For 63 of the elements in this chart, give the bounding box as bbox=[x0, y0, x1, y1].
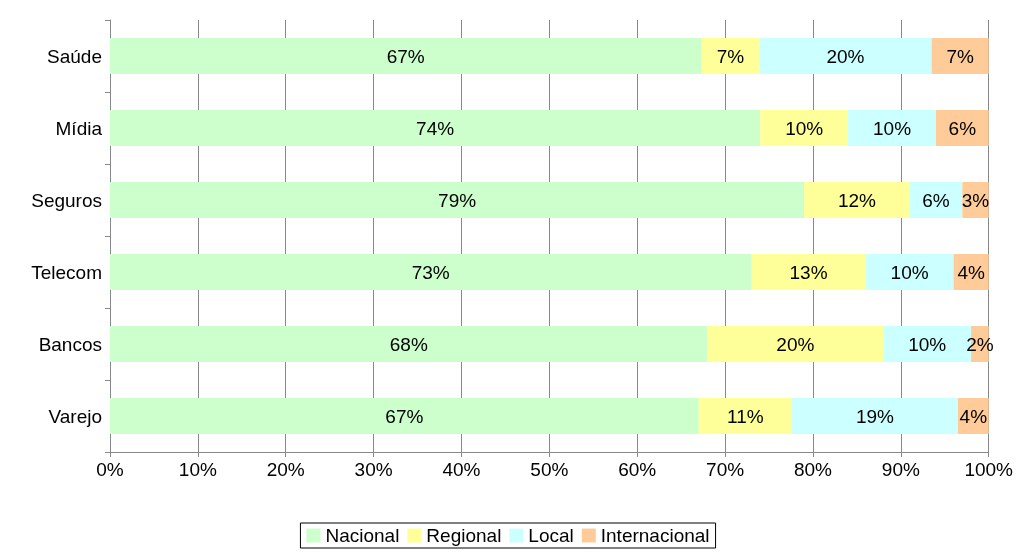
data-label: 20% bbox=[826, 45, 865, 67]
bar bbox=[110, 398, 699, 434]
bar bbox=[707, 326, 884, 362]
bar bbox=[698, 398, 792, 434]
x-tick-label: 0% bbox=[96, 459, 124, 480]
data-label: 10% bbox=[873, 117, 912, 139]
bar bbox=[110, 38, 702, 74]
data-label: 67% bbox=[385, 405, 424, 427]
bar bbox=[110, 182, 805, 218]
data-label: 20% bbox=[776, 333, 815, 355]
data-label: 10% bbox=[785, 117, 824, 139]
legend-label: Local bbox=[528, 525, 574, 546]
data-label: 11% bbox=[726, 405, 764, 427]
data-label: 19% bbox=[855, 405, 895, 427]
y-tick-label: Mídia bbox=[55, 117, 103, 139]
data-label: 4% bbox=[957, 261, 985, 283]
bar bbox=[804, 182, 910, 218]
bar bbox=[935, 110, 989, 146]
bar bbox=[760, 110, 849, 146]
x-tick-label: 100% bbox=[964, 459, 1014, 480]
bar bbox=[848, 110, 936, 146]
data-label: 6% bbox=[948, 117, 977, 139]
y-tick-label: Saúde bbox=[47, 45, 102, 67]
y-tick-label: Telecom bbox=[31, 261, 102, 283]
data-label: 13% bbox=[789, 261, 828, 283]
data-label: 74% bbox=[416, 117, 455, 139]
data-label: 10% bbox=[908, 333, 947, 355]
x-tick-label: 10% bbox=[178, 459, 217, 480]
legend-label: Regional bbox=[426, 525, 502, 546]
data-label: 7% bbox=[716, 45, 745, 67]
data-label: 67% bbox=[386, 45, 425, 67]
y-tick-label: Varejo bbox=[48, 405, 102, 427]
y-tick-label: Seguros bbox=[31, 189, 102, 211]
x-tick-label: 60% bbox=[618, 459, 657, 480]
data-label: 6% bbox=[922, 189, 950, 211]
data-label: 3% bbox=[961, 189, 990, 211]
bar bbox=[110, 110, 761, 146]
legend-label: Internacional bbox=[600, 525, 710, 546]
bar bbox=[931, 38, 989, 74]
data-label: 12% bbox=[837, 189, 877, 211]
bar bbox=[759, 38, 932, 74]
y-tick-label: Bancos bbox=[38, 333, 102, 355]
bar bbox=[110, 326, 708, 362]
data-label: 4% bbox=[959, 405, 988, 427]
bar bbox=[701, 38, 760, 74]
data-label: 73% bbox=[411, 261, 450, 283]
data-label: 2% bbox=[966, 333, 994, 355]
x-tick-label: 30% bbox=[354, 459, 393, 480]
data-label: 10% bbox=[890, 261, 929, 283]
x-tick-label: 20% bbox=[266, 459, 305, 480]
data-label: 79% bbox=[438, 189, 477, 211]
bar bbox=[865, 254, 954, 290]
bar bbox=[751, 254, 866, 290]
legend-label: Nacional bbox=[325, 525, 400, 546]
data-label: 7% bbox=[946, 45, 974, 67]
x-tick-label: 70% bbox=[706, 459, 745, 480]
x-tick-label: 90% bbox=[881, 459, 920, 480]
x-tick-label: 50% bbox=[530, 459, 569, 480]
x-tick-label: 80% bbox=[793, 459, 833, 480]
bar bbox=[110, 254, 752, 290]
data-label: 68% bbox=[389, 333, 428, 355]
bar bbox=[791, 398, 958, 434]
x-tick-label: 40% bbox=[442, 459, 481, 480]
